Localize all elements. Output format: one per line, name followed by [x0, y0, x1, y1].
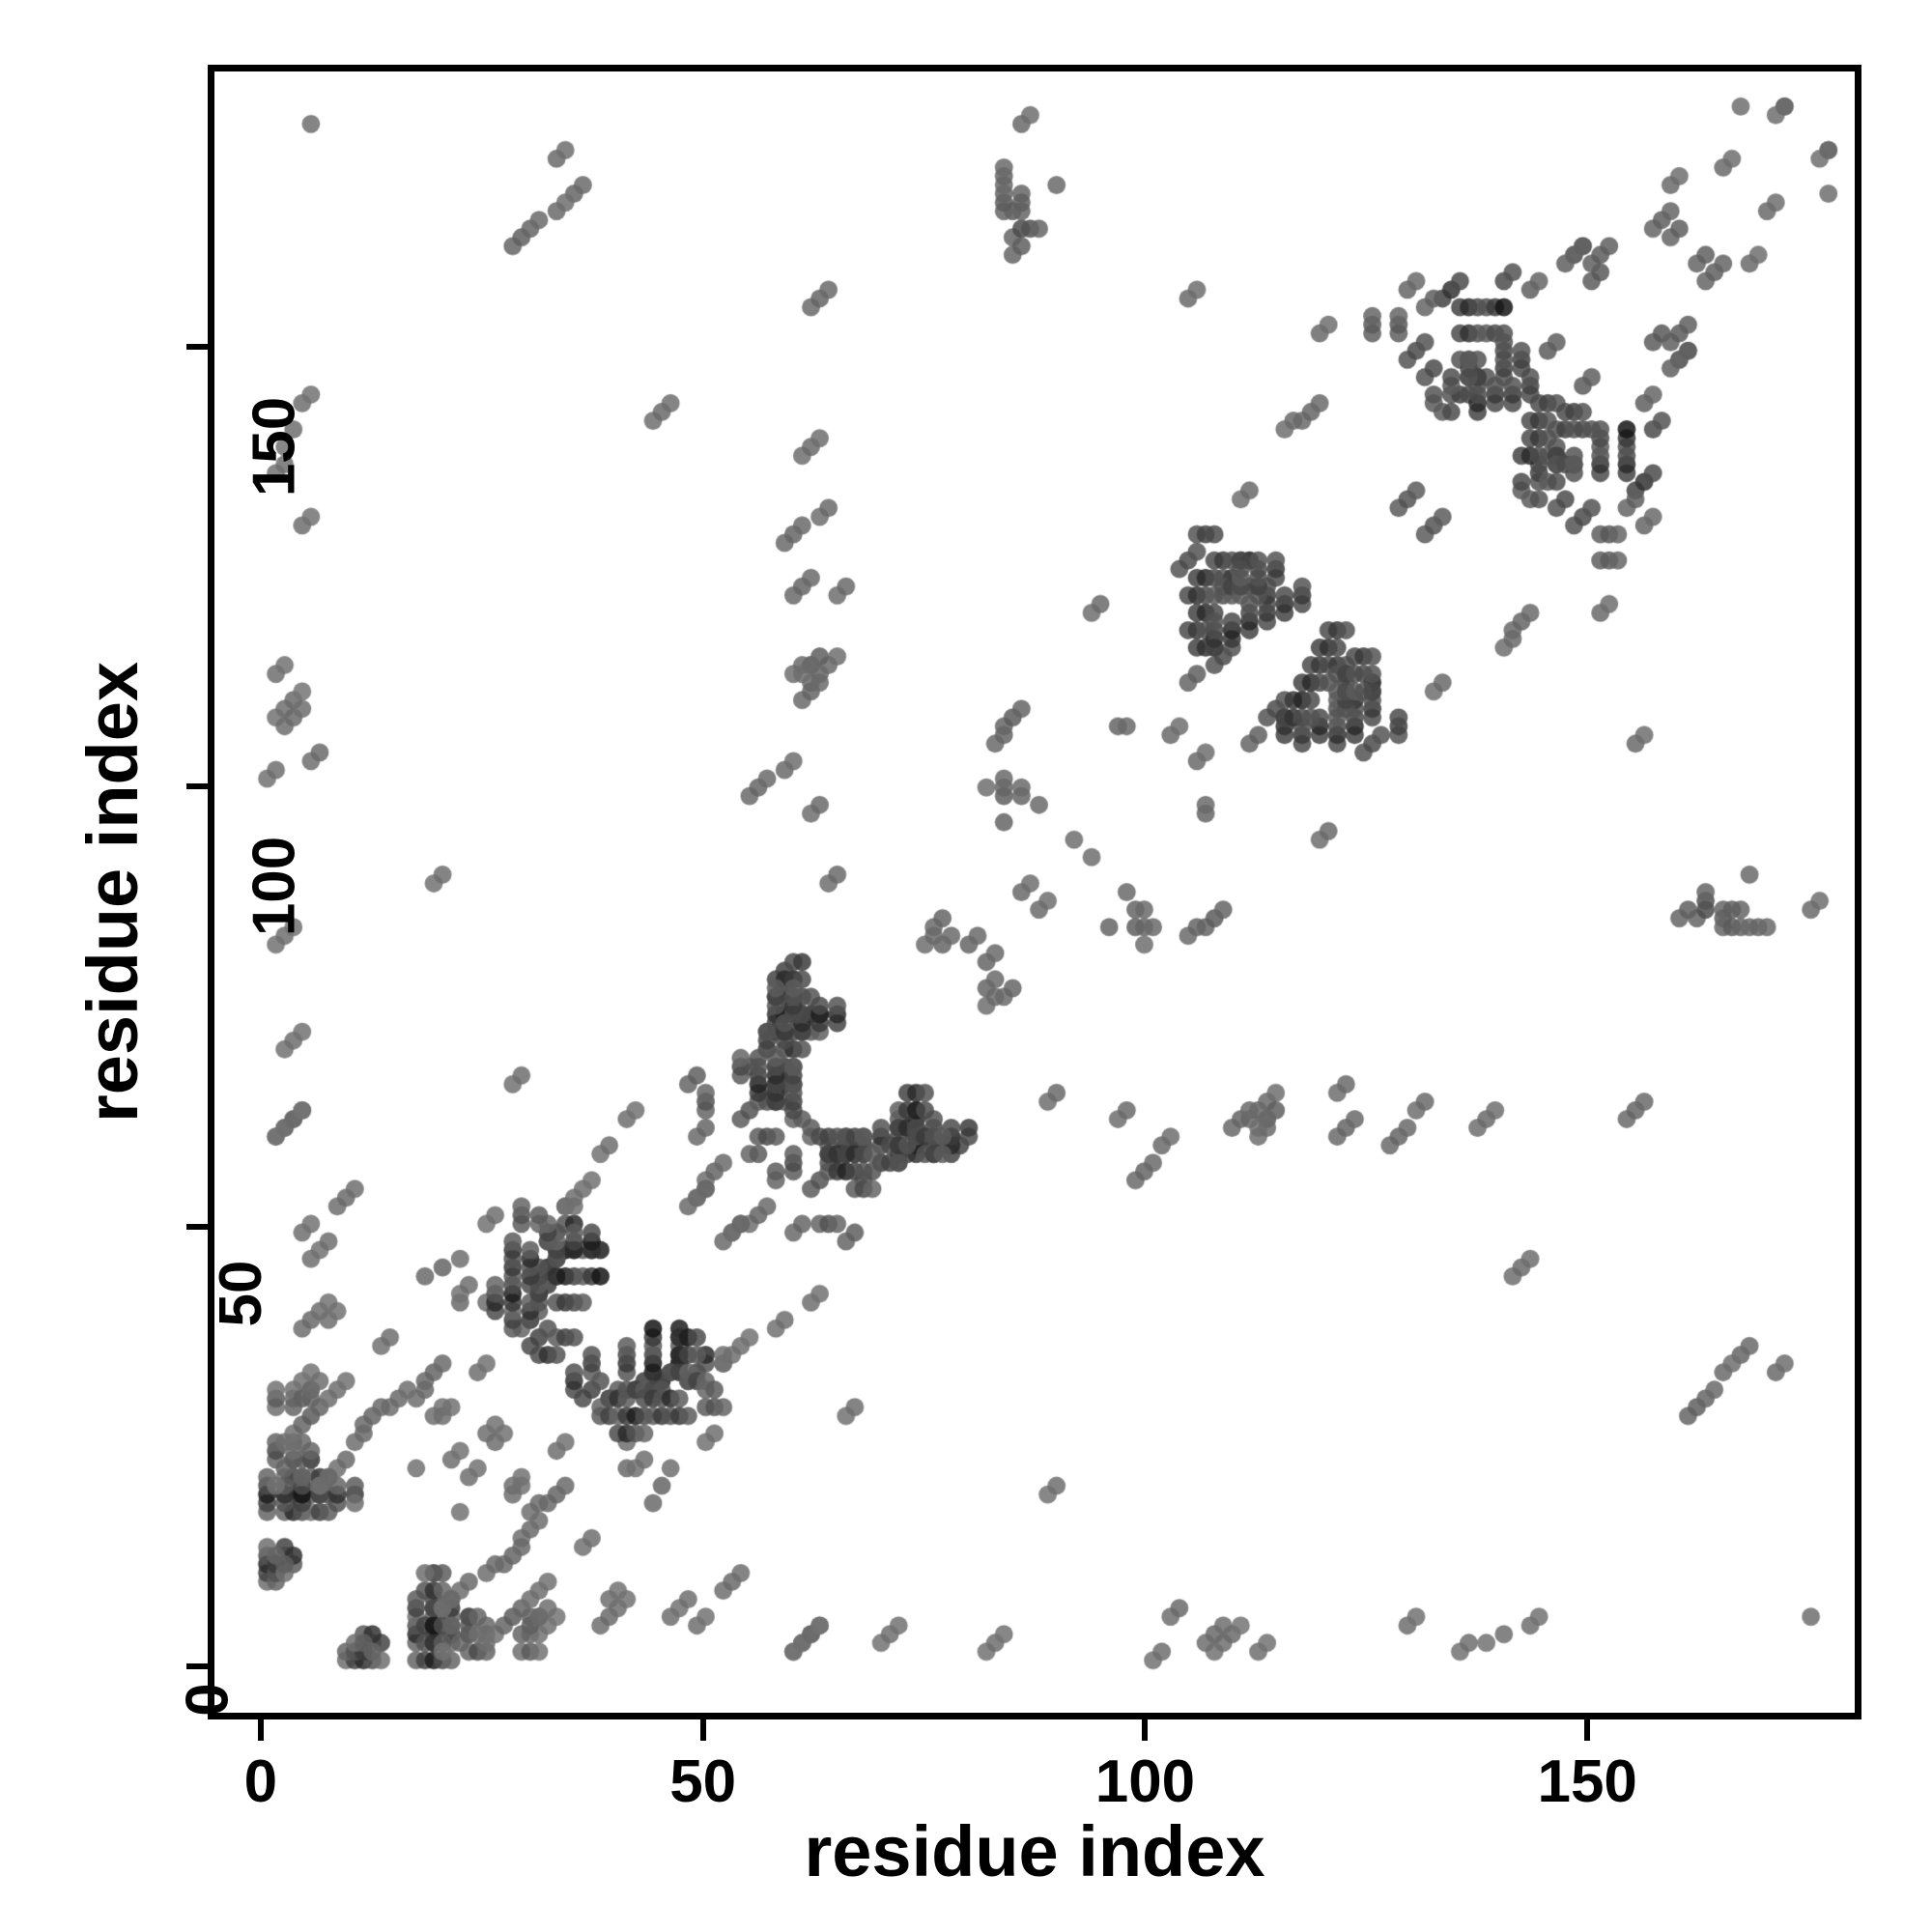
plot-area	[208, 65, 1861, 1719]
x-tick-label: 100	[1094, 1748, 1196, 1815]
x-tick-mark	[257, 1719, 264, 1741]
y-tick-mark	[186, 783, 208, 790]
y-tick-label: 0	[174, 1683, 242, 1718]
x-tick-mark	[699, 1719, 706, 1741]
x-tick-mark	[1584, 1719, 1591, 1741]
y-axis-title: residue index	[72, 661, 153, 1123]
y-tick-label: 50	[207, 1260, 274, 1327]
x-tick-label: 50	[669, 1748, 737, 1815]
y-tick-mark	[186, 1663, 208, 1670]
x-axis-title: residue index	[804, 1811, 1265, 1891]
y-tick-label: 100	[241, 836, 308, 937]
x-tick-mark	[1142, 1719, 1149, 1741]
y-tick-label: 150	[241, 396, 308, 497]
y-tick-mark	[186, 1223, 208, 1230]
scatter-plot-canvas	[214, 71, 1855, 1713]
x-tick-label: 0	[243, 1748, 278, 1815]
y-tick-mark	[186, 343, 208, 350]
x-tick-label: 150	[1537, 1748, 1637, 1815]
